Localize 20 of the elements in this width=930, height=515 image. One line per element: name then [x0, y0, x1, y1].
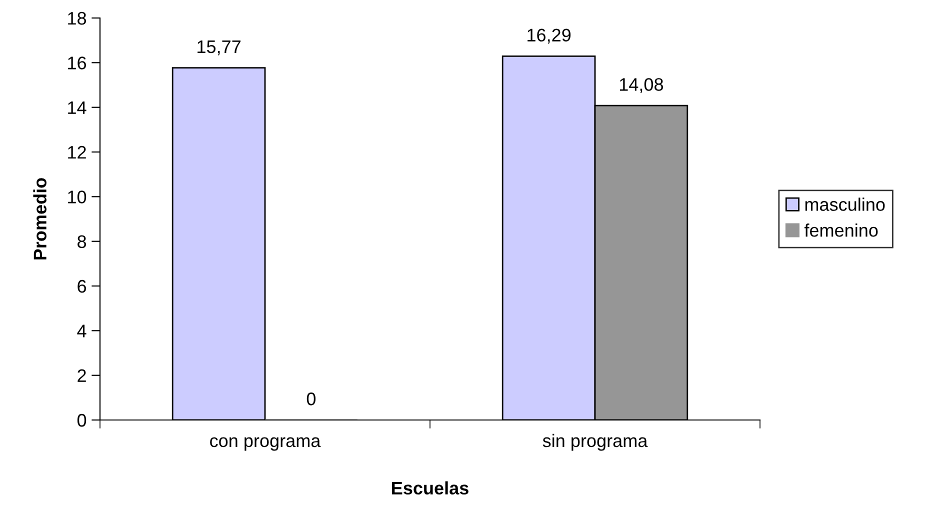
y-tick-label: 16 [68, 56, 86, 70]
y-axis-title: Promedio [33, 178, 46, 260]
y-tick-label: 8 [78, 235, 86, 248]
y-tick-label: 2 [78, 369, 86, 382]
data-label: 0 [306, 392, 316, 406]
x-axis-title: Escuelas [392, 481, 468, 495]
y-tick-label: 14 [68, 101, 86, 114]
x-tick-label: con programa [210, 437, 321, 451]
data-label: 15,77 [198, 40, 240, 56]
y-tick-label: 18 [68, 12, 86, 25]
legend-label: masculino [805, 198, 885, 211]
x-tick-label: sin programa [542, 434, 648, 451]
data-label: 14,08 [620, 78, 664, 93]
y-tick-label: 12 [68, 146, 86, 159]
data-label: 16,29 [528, 28, 571, 44]
legend-label: femenino [804, 224, 878, 237]
y-tick-label: 10 [68, 190, 86, 204]
y-tick-label: 4 [77, 324, 86, 338]
y-tick-label: 0 [77, 414, 86, 427]
y-tick-label: 6 [78, 280, 86, 293]
